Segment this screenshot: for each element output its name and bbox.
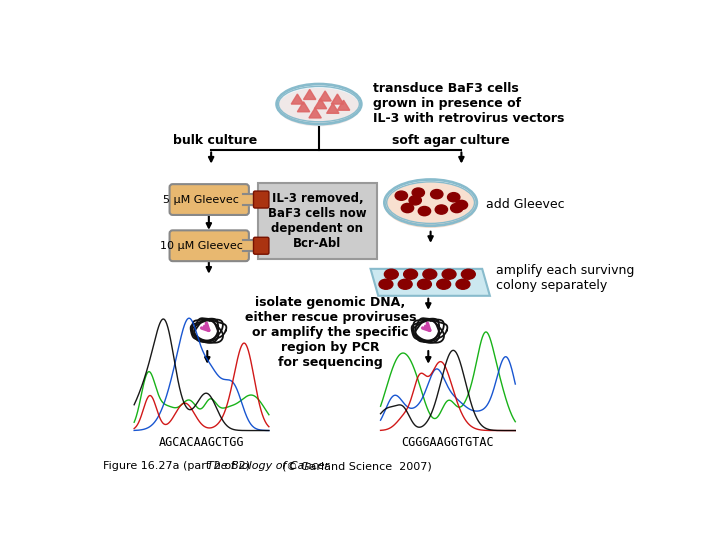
- Ellipse shape: [448, 193, 460, 202]
- FancyBboxPatch shape: [253, 191, 269, 208]
- Text: bulk culture: bulk culture: [173, 134, 257, 147]
- Polygon shape: [297, 102, 310, 112]
- Text: 5 μM Gleevec: 5 μM Gleevec: [163, 194, 239, 205]
- Ellipse shape: [435, 205, 448, 214]
- Ellipse shape: [442, 269, 456, 279]
- Ellipse shape: [384, 269, 398, 279]
- Ellipse shape: [462, 269, 475, 279]
- Polygon shape: [371, 269, 490, 296]
- Ellipse shape: [456, 279, 470, 289]
- Ellipse shape: [379, 279, 393, 289]
- Text: 10 μM Gleevec: 10 μM Gleevec: [160, 241, 243, 251]
- Ellipse shape: [404, 269, 418, 279]
- Polygon shape: [331, 94, 343, 104]
- Ellipse shape: [451, 204, 463, 213]
- Ellipse shape: [277, 86, 361, 125]
- Polygon shape: [319, 91, 331, 101]
- FancyBboxPatch shape: [170, 184, 249, 215]
- Text: amplify each survivng
colony separately: amplify each survivng colony separately: [496, 264, 634, 292]
- Bar: [243, 194, 257, 205]
- Ellipse shape: [455, 200, 467, 210]
- Text: isolate genomic DNA,
either rescue proviruses
or amplify the specific
region by : isolate genomic DNA, either rescue provi…: [245, 296, 416, 369]
- Text: transduce BaF3 cells
grown in presence of
IL-3 with retrovirus vectors: transduce BaF3 cells grown in presence o…: [373, 82, 564, 125]
- Text: The Biology of Cancer: The Biology of Cancer: [207, 461, 329, 471]
- FancyBboxPatch shape: [170, 231, 249, 261]
- Polygon shape: [304, 90, 316, 99]
- Ellipse shape: [437, 279, 451, 289]
- Polygon shape: [327, 103, 339, 113]
- Ellipse shape: [385, 183, 476, 227]
- Ellipse shape: [418, 206, 431, 215]
- Ellipse shape: [412, 188, 425, 197]
- FancyBboxPatch shape: [253, 237, 269, 254]
- Text: Figure 16.27a (part 2 of 2): Figure 16.27a (part 2 of 2): [104, 461, 258, 471]
- Bar: [243, 240, 257, 251]
- Text: soft agar culture: soft agar culture: [392, 134, 510, 147]
- Ellipse shape: [398, 279, 412, 289]
- Ellipse shape: [279, 89, 359, 126]
- Ellipse shape: [395, 191, 408, 200]
- Ellipse shape: [418, 279, 431, 289]
- Ellipse shape: [409, 195, 421, 205]
- Polygon shape: [315, 99, 327, 109]
- Text: add Gleevec: add Gleevec: [486, 198, 564, 212]
- Ellipse shape: [431, 190, 443, 199]
- Polygon shape: [309, 108, 321, 118]
- Text: (© Garland Science  2007): (© Garland Science 2007): [282, 461, 432, 471]
- FancyBboxPatch shape: [258, 183, 377, 259]
- Polygon shape: [291, 94, 304, 104]
- Text: AGCACAAGCTGG: AGCACAAGCTGG: [158, 436, 244, 449]
- Ellipse shape: [423, 269, 437, 279]
- Ellipse shape: [401, 204, 414, 213]
- Text: CGGGAAGGTGTAC: CGGGAAGGTGTAC: [401, 436, 494, 449]
- Polygon shape: [338, 100, 350, 110]
- Text: IL-3 removed,
BaF3 cells now
dependent on
Bcr-Abl: IL-3 removed, BaF3 cells now dependent o…: [268, 192, 366, 250]
